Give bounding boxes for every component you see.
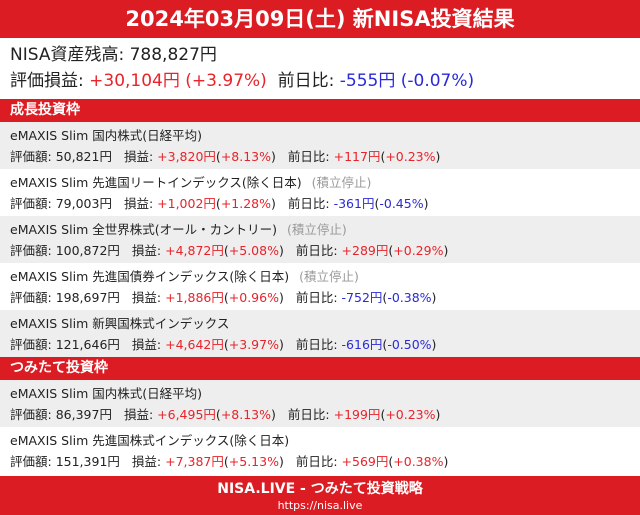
pl-label: 損益: — [123, 149, 154, 164]
pl-label: 損益: — [131, 337, 162, 352]
fund-value: 86,397円 — [55, 407, 112, 422]
fund-day: -752円 — [341, 290, 383, 305]
fund-day-pct: +0.38% — [393, 454, 444, 469]
fund-value: 151,391円 — [55, 454, 120, 469]
value-label: 評価額: — [10, 337, 52, 352]
footer: NISA.LIVE - つみたて投資戦略 https://nisa.live — [0, 476, 640, 515]
fund-row: eMAXIS Slim 全世界株式(オール・カントリー) (積立停止) 評価額: … — [0, 216, 640, 263]
fund-name: eMAXIS Slim 国内株式(日経平均) — [10, 386, 202, 401]
pl-label: 損益: — [131, 454, 162, 469]
fund-row: eMAXIS Slim 先進国債券インデックス(除く日本) (積立停止) 評価額:… — [10, 269, 437, 305]
fund-value: 50,821円 — [55, 149, 112, 164]
value-label: 評価額: — [10, 290, 52, 305]
pl-label: 損益: — [123, 407, 154, 422]
fund-value: 100,872円 — [55, 243, 120, 258]
fund-day-pct: +0.23% — [385, 149, 436, 164]
value-label: 評価額: — [10, 243, 52, 258]
pl-label: 損益: — [123, 196, 154, 211]
footer-url[interactable]: https://nisa.live — [277, 499, 363, 512]
value-label: 評価額: — [10, 407, 52, 422]
day-label: 前日比: — [277, 71, 335, 91]
fund-day-pct: +0.29% — [393, 243, 444, 258]
value-label: 評価額: — [10, 149, 52, 164]
fund-pl-pct: +8.13% — [220, 407, 271, 422]
day-label: 前日比: — [295, 243, 338, 258]
fund-row: eMAXIS Slim 先進国リートインデックス(除く日本) (積立停止) 評価額… — [10, 175, 429, 211]
section-header: つみたて投資枠 — [0, 357, 640, 380]
fund-day-pct: +0.23% — [385, 407, 436, 422]
fund-pl: +7,387円 — [165, 454, 224, 469]
fund-note: (積立停止) — [286, 222, 347, 237]
pl-value: +30,104円 — [89, 71, 180, 91]
fund-day: +289円 — [341, 243, 389, 258]
fund-name: eMAXIS Slim 先進国株式インデックス(除く日本) — [10, 433, 290, 448]
day-label: 前日比: — [287, 407, 330, 422]
pl-pct: (+3.97%) — [185, 71, 267, 91]
fund-row: eMAXIS Slim 国内株式(日経平均) 評価額: 86,397円 損益: +… — [0, 380, 640, 427]
day-value: -555円 — [339, 71, 396, 91]
fund-pl-pct: +5.08% — [228, 243, 279, 258]
fund-name: eMAXIS Slim 新興国株式インデックス — [10, 316, 230, 331]
fund-note: (積立停止) — [311, 175, 372, 190]
day-label: 前日比: — [295, 290, 338, 305]
fund-pl-pct: +8.13% — [220, 149, 271, 164]
total-value: 788,827円 — [129, 45, 217, 65]
fund-row: eMAXIS Slim 国内株式(日経平均) 評価額: 50,821円 損益: +… — [0, 122, 640, 169]
fund-day: +117円 — [333, 149, 381, 164]
day-label: 前日比: — [287, 196, 330, 211]
pl-label: 評価損益: — [10, 71, 84, 91]
fund-day-pct: -0.50% — [387, 337, 432, 352]
pl-label: 損益: — [131, 243, 162, 258]
fund-day: +569円 — [341, 454, 389, 469]
total-label: NISA資産残高: — [10, 45, 125, 65]
fund-pl-pct: +3.97% — [228, 337, 279, 352]
fund-value: 121,646円 — [55, 337, 120, 352]
fund-day: -616円 — [341, 337, 383, 352]
fund-sections: 成長投資枠 eMAXIS Slim 国内株式(日経平均) 評価額: 50,821… — [0, 99, 640, 474]
fund-day-pct: -0.45% — [379, 196, 424, 211]
value-label: 評価額: — [10, 454, 52, 469]
fund-name: eMAXIS Slim 国内株式(日経平均) — [10, 128, 202, 143]
fund-note: (積立停止) — [299, 269, 359, 284]
fund-pl: +1,002円 — [157, 196, 216, 211]
day-label: 前日比: — [295, 337, 338, 352]
fund-day-pct: -0.38% — [387, 290, 432, 305]
fund-pl: +3,820円 — [157, 149, 216, 164]
fund-pl: +4,642円 — [165, 337, 224, 352]
fund-value: 198,697円 — [55, 290, 120, 305]
fund-pl-pct: +1.28% — [220, 196, 271, 211]
fund-row: eMAXIS Slim 先進国株式インデックス(除く日本) 評価額: 151,3… — [10, 433, 449, 469]
pl-label: 損益: — [131, 290, 162, 305]
fund-pl: +6,495円 — [157, 407, 216, 422]
day-label: 前日比: — [287, 149, 330, 164]
fund-pl-pct: +0.96% — [228, 290, 279, 305]
fund-value: 79,003円 — [55, 196, 112, 211]
value-label: 評価額: — [10, 196, 52, 211]
fund-pl: +1,886円 — [165, 290, 224, 305]
fund-pl-pct: +5.13% — [228, 454, 279, 469]
fund-pl: +4,872円 — [165, 243, 224, 258]
fund-day: +199円 — [333, 407, 381, 422]
section-header: 成長投資枠 — [0, 99, 640, 122]
day-label: 前日比: — [295, 454, 338, 469]
day-pct: (-0.07%) — [400, 71, 475, 91]
fund-row: eMAXIS Slim 新興国株式インデックス 評価額: 121,646円 損益:… — [0, 310, 640, 357]
summary: NISA資産残高: 788,827円 評価損益: +30,104円 (+3.97… — [0, 38, 640, 99]
fund-name: eMAXIS Slim 先進国債券インデックス(除く日本) — [10, 269, 290, 284]
page-title: 2024年03月09日(土) 新NISA投資結果 — [0, 0, 640, 38]
fund-day: -361円 — [333, 196, 375, 211]
fund-name: eMAXIS Slim 先進国リートインデックス(除く日本) — [10, 175, 302, 190]
fund-name: eMAXIS Slim 全世界株式(オール・カントリー) — [10, 222, 277, 237]
footer-brand: NISA.LIVE - つみたて投資戦略 — [217, 481, 423, 497]
